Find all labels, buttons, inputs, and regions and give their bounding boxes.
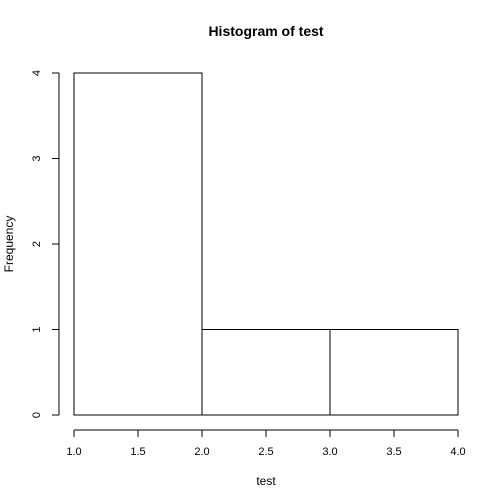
y-tick-label: 4 [31, 70, 43, 76]
x-axis-label: test [256, 474, 276, 488]
x-tick-label: 4.0 [450, 446, 465, 458]
x-tick-label: 2.0 [194, 446, 209, 458]
chart-title: Histogram of test [208, 23, 323, 39]
x-tick-label: 3.0 [322, 446, 337, 458]
y-axis-label: Frequency [2, 216, 16, 273]
y-axis: 0 1 2 3 4 [31, 70, 60, 418]
histogram-bar-1 [73, 72, 203, 416]
bars-group [73, 72, 459, 416]
histogram-bar-3 [329, 329, 459, 416]
x-tick-label: 3.5 [386, 446, 401, 458]
y-tick-label: 3 [31, 155, 43, 161]
x-tick-label: 1.5 [130, 446, 145, 458]
x-tick-label: 1.0 [66, 446, 81, 458]
y-tick-label: 0 [31, 412, 43, 418]
y-tick-label: 1 [31, 326, 43, 332]
histogram-bar-2 [201, 329, 331, 416]
y-tick-label: 2 [31, 241, 43, 247]
x-tick-label: 2.5 [258, 446, 273, 458]
x-axis: 1.0 1.5 2.0 2.5 3.0 3.5 4.0 [66, 429, 466, 458]
